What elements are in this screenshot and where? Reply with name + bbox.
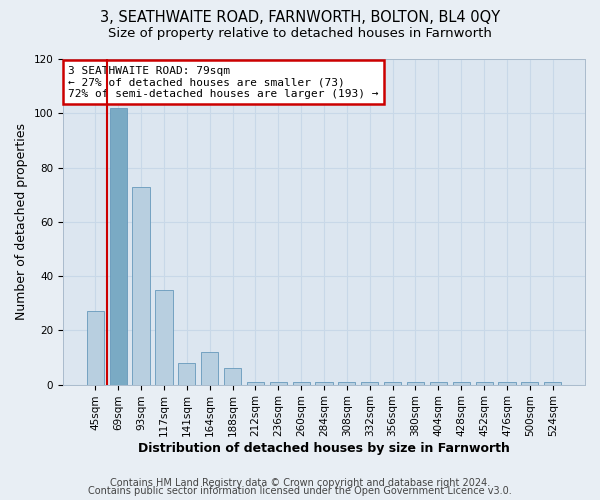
Text: 3 SEATHWAITE ROAD: 79sqm
← 27% of detached houses are smaller (73)
72% of semi-d: 3 SEATHWAITE ROAD: 79sqm ← 27% of detach…	[68, 66, 379, 98]
Bar	[521, 382, 538, 384]
Bar	[476, 382, 493, 384]
Bar	[155, 290, 173, 384]
Text: 3, SEATHWAITE ROAD, FARNWORTH, BOLTON, BL4 0QY: 3, SEATHWAITE ROAD, FARNWORTH, BOLTON, B…	[100, 10, 500, 25]
Bar	[430, 382, 447, 384]
Text: Size of property relative to detached houses in Farnworth: Size of property relative to detached ho…	[108, 28, 492, 40]
Bar	[201, 352, 218, 384]
Bar	[133, 186, 149, 384]
Bar	[499, 382, 515, 384]
Text: Contains HM Land Registry data © Crown copyright and database right 2024.: Contains HM Land Registry data © Crown c…	[110, 478, 490, 488]
Bar	[384, 382, 401, 384]
Text: Contains public sector information licensed under the Open Government Licence v3: Contains public sector information licen…	[88, 486, 512, 496]
Bar	[270, 382, 287, 384]
Y-axis label: Number of detached properties: Number of detached properties	[15, 124, 28, 320]
Bar	[178, 363, 196, 384]
Bar	[87, 312, 104, 384]
Bar	[247, 382, 264, 384]
Bar	[361, 382, 379, 384]
X-axis label: Distribution of detached houses by size in Farnworth: Distribution of detached houses by size …	[138, 442, 510, 455]
Bar	[544, 382, 561, 384]
Bar	[110, 108, 127, 384]
Bar	[316, 382, 332, 384]
Bar	[293, 382, 310, 384]
Bar	[224, 368, 241, 384]
Bar	[338, 382, 355, 384]
Bar	[407, 382, 424, 384]
Bar	[452, 382, 470, 384]
